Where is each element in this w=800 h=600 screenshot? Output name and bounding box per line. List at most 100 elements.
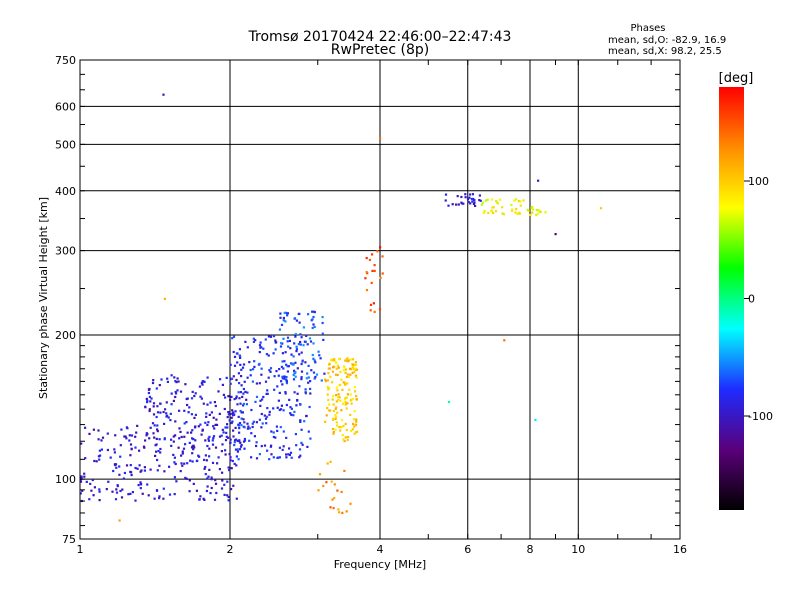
- data-point: [295, 404, 298, 407]
- x-tick-label: 16: [673, 543, 687, 556]
- data-point: [246, 427, 249, 430]
- data-point: [107, 480, 110, 483]
- data-point: [240, 417, 243, 420]
- data-point: [135, 431, 138, 434]
- data-point: [205, 415, 208, 418]
- data-point: [331, 398, 334, 401]
- data-point: [200, 397, 203, 400]
- data-point: [484, 199, 487, 202]
- data-point: [156, 469, 159, 472]
- data-point: [322, 484, 325, 488]
- data-point: [145, 434, 148, 437]
- data-point: [260, 367, 263, 370]
- data-point: [259, 399, 262, 402]
- data-point: [168, 493, 172, 496]
- data-point: [327, 372, 330, 375]
- data-point: [208, 468, 211, 471]
- data-point: [196, 459, 199, 462]
- data-point: [537, 212, 540, 215]
- data-point: [174, 390, 177, 394]
- data-point: [470, 197, 473, 201]
- data-point: [544, 211, 547, 214]
- data-point: [180, 462, 183, 465]
- data-point: [300, 428, 303, 431]
- data-point: [267, 354, 270, 357]
- data-point: [233, 444, 236, 447]
- data-point: [365, 257, 368, 260]
- data-point: [296, 392, 299, 395]
- data-point: [198, 498, 201, 501]
- data-point: [143, 469, 146, 472]
- data-point: [162, 93, 165, 96]
- data-point: [146, 399, 149, 402]
- data-point: [332, 431, 335, 434]
- data-point: [289, 451, 293, 454]
- data-point: [229, 363, 232, 366]
- data-point: [332, 507, 335, 510]
- data-point: [244, 340, 247, 343]
- data-point: [355, 368, 359, 371]
- data-point: [182, 447, 186, 450]
- data-point: [290, 413, 293, 416]
- data-point: [148, 408, 151, 411]
- data-point: [526, 208, 529, 211]
- data-point: [325, 414, 328, 417]
- data-point: [349, 502, 352, 505]
- data-point: [279, 316, 282, 319]
- data-point: [270, 444, 273, 447]
- data-point: [295, 350, 298, 353]
- data-point: [323, 372, 326, 375]
- data-point: [345, 396, 349, 399]
- data-point: [97, 438, 100, 441]
- y-tick-label: 600: [55, 100, 76, 113]
- data-point: [299, 403, 302, 406]
- data-point: [280, 323, 284, 326]
- data-point: [230, 395, 233, 398]
- data-point: [340, 426, 343, 429]
- data-point: [225, 435, 228, 438]
- data-point: [534, 418, 537, 421]
- data-point: [298, 353, 301, 356]
- data-points: [79, 93, 603, 522]
- data-point: [343, 440, 346, 443]
- data-point: [319, 357, 322, 360]
- data-point: [169, 412, 172, 415]
- data-point: [265, 353, 268, 356]
- data-point: [184, 476, 187, 479]
- data-point: [120, 496, 124, 499]
- data-point: [335, 406, 338, 409]
- data-point: [227, 499, 230, 502]
- data-point: [293, 342, 296, 345]
- data-point: [285, 456, 288, 459]
- data-point: [141, 492, 144, 495]
- data-point: [221, 383, 224, 386]
- data-point: [352, 367, 355, 370]
- data-point: [113, 451, 116, 454]
- data-point: [125, 464, 129, 467]
- stats-x-mode: mean, sd,X: 98.2, 25.5: [608, 46, 722, 57]
- y-tick-label: 300: [55, 245, 76, 258]
- data-point: [155, 387, 158, 390]
- data-point: [230, 467, 233, 470]
- data-point: [277, 399, 280, 402]
- data-point: [181, 452, 184, 455]
- data-point: [105, 488, 108, 491]
- data-point: [215, 418, 218, 421]
- data-point: [90, 489, 93, 492]
- data-point: [261, 398, 264, 401]
- data-point: [278, 456, 281, 459]
- data-point: [156, 428, 159, 431]
- data-point: [343, 366, 346, 369]
- data-point: [281, 383, 284, 386]
- data-point: [491, 206, 494, 209]
- data-point: [291, 363, 294, 366]
- data-point: [249, 374, 252, 377]
- data-point: [114, 434, 117, 437]
- data-point: [206, 444, 209, 448]
- data-point: [169, 419, 172, 422]
- data-point: [207, 421, 210, 424]
- data-point: [220, 487, 224, 490]
- data-point: [228, 453, 231, 456]
- data-point: [466, 198, 470, 201]
- data-point: [213, 401, 216, 404]
